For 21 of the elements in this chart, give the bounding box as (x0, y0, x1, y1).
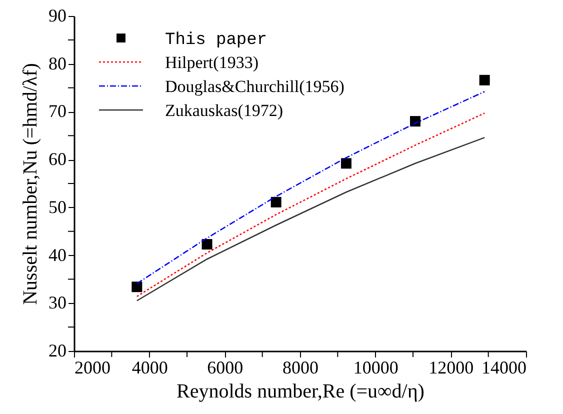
x-tick-label: 12000 (428, 358, 474, 378)
legend-label: This paper (165, 31, 268, 50)
y-tick-label: 20 (48, 340, 66, 360)
x-axis-title: Reynolds number,Re (=u∞d/η) (176, 380, 424, 402)
y-axis-title: Nusselt number,Nu (=hmd/λf) (20, 63, 42, 305)
y-tick-label: 60 (48, 149, 66, 170)
y-tick-label: 30 (48, 292, 66, 313)
x-tick-label: 10000 (353, 358, 398, 378)
x-tick-label: 14000 (482, 358, 526, 378)
legend-label: Douglas&Churchill(1956) (165, 77, 344, 96)
x-tick-label: 8000 (282, 358, 318, 378)
y-tick-label: 90 (48, 6, 66, 26)
x-tick-label: 2000 (74, 358, 110, 378)
x-tick-label: 6000 (207, 358, 244, 378)
y-tick-label: 50 (48, 196, 66, 217)
y-tick-label: 70 (48, 101, 66, 122)
legend-label: Zukauskas(1972) (165, 101, 284, 120)
y-tick-label: 80 (48, 53, 66, 74)
x-tick-label: 4000 (132, 358, 168, 378)
legend-label: Hilpert(1933) (165, 53, 258, 72)
y-tick-label: 40 (48, 244, 66, 265)
